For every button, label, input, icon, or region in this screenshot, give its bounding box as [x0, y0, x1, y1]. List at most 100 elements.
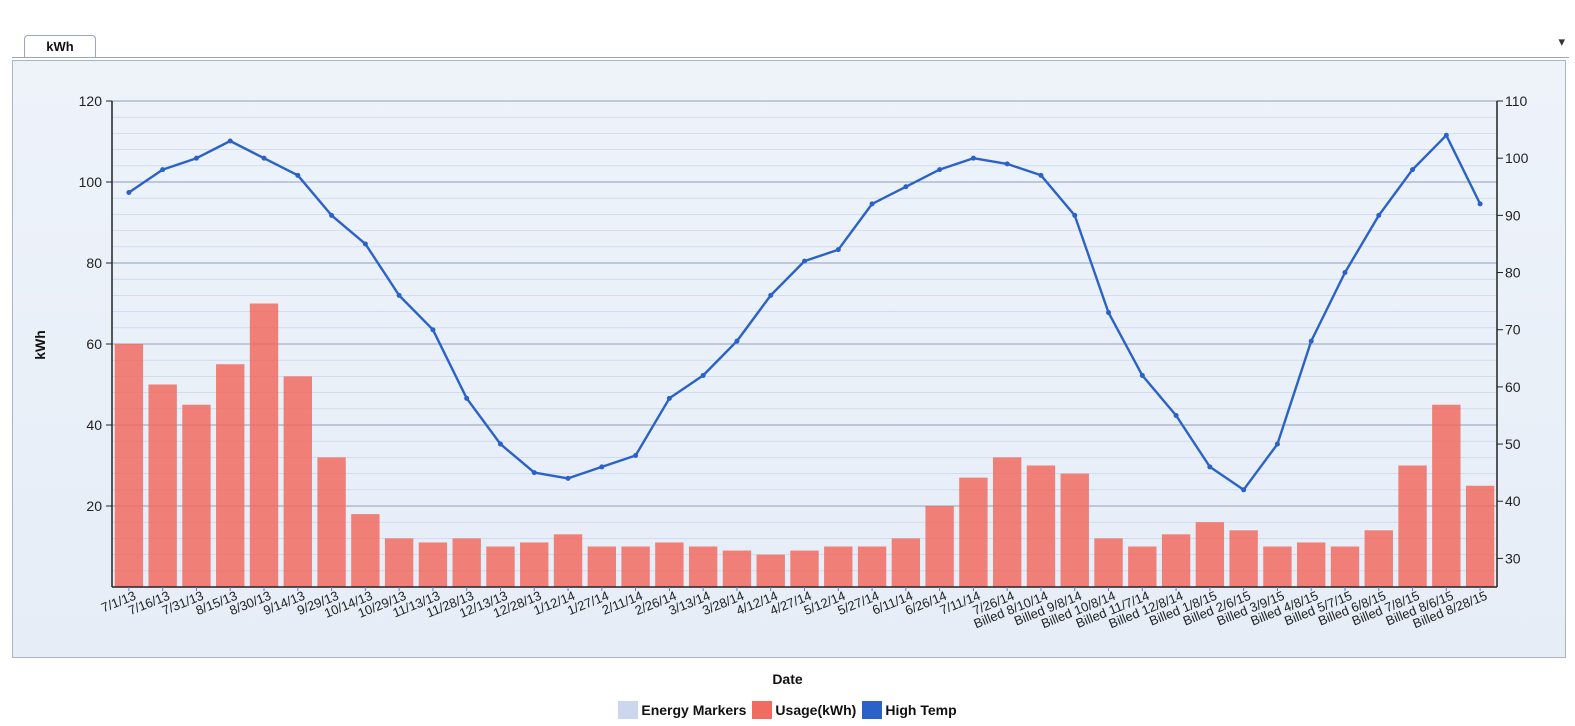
usage-bar — [317, 457, 346, 587]
tab-kwh[interactable]: kWh — [24, 35, 96, 58]
high-temp-point — [1477, 201, 1483, 207]
high-temp-point — [430, 327, 436, 333]
high-temp-point — [1342, 270, 1348, 276]
high-temp-point — [1038, 172, 1044, 178]
high-temp-point — [362, 241, 368, 247]
high-temp-point — [802, 258, 807, 264]
usage-bar — [520, 542, 549, 587]
high-temp-point — [903, 184, 909, 190]
usage-bar — [283, 376, 312, 587]
y-axis-label: kWh — [32, 330, 48, 360]
high-temp-point — [396, 292, 402, 298]
high-temp-point — [768, 292, 774, 298]
usage-bar — [722, 550, 752, 587]
y2-tick-label: 40 — [1505, 493, 1521, 509]
high-temp-point — [937, 167, 943, 173]
high-temp-point — [970, 155, 976, 161]
y2-tick-label: 90 — [1505, 207, 1521, 223]
usage-bar — [148, 384, 177, 587]
usage-bar — [1161, 534, 1191, 587]
y-tick-label: 40 — [86, 417, 102, 433]
high-temp-point — [1443, 132, 1449, 138]
legend-item-usage[interactable]: Usage(kWh) — [752, 701, 856, 719]
usage-bar — [959, 477, 988, 587]
high-temp-point — [633, 452, 639, 458]
usage-bar — [1195, 522, 1225, 587]
usage-bar — [1229, 530, 1258, 587]
usage-bar — [655, 542, 684, 587]
high-temp-point — [227, 138, 233, 144]
high-temp-point — [295, 172, 301, 178]
y2-tick-label: 110 — [1505, 93, 1528, 109]
chart: 20406080100120304050607080901001107/1/13… — [32, 93, 1529, 631]
legend-label: Energy Markers — [641, 702, 747, 718]
usage-bar — [1398, 465, 1427, 587]
usage-bar — [418, 542, 448, 587]
usage-bar — [1330, 546, 1360, 587]
high-temp-point — [1106, 310, 1112, 316]
usage-bar — [891, 538, 921, 587]
tab-divider — [12, 57, 1569, 58]
high-temp-point — [1004, 161, 1010, 167]
usage-bar — [553, 534, 583, 587]
usage-bar — [587, 546, 617, 587]
usage-bar — [216, 364, 245, 587]
usage-bar — [114, 344, 144, 587]
high-temp-point — [261, 155, 267, 161]
high-temp-line — [126, 132, 1483, 493]
usage-bar — [452, 538, 481, 587]
usage-bar — [925, 506, 954, 587]
high-temp-point — [666, 395, 672, 401]
high-temp-point — [1274, 441, 1280, 447]
usage-bar — [1465, 485, 1495, 587]
usage-bar — [688, 546, 718, 587]
y2-tick-label: 70 — [1505, 322, 1521, 338]
usage-bar — [486, 546, 515, 587]
legend-label: High Temp — [885, 702, 957, 718]
high-temp-point — [464, 395, 470, 401]
high-temp-point — [599, 464, 605, 470]
high-temp-point — [1173, 412, 1179, 418]
high-temp-point — [1241, 487, 1247, 493]
high-temp-point — [1308, 338, 1314, 344]
usage-bar — [1263, 546, 1292, 587]
high-temp-point — [193, 155, 199, 161]
high-temp-point — [835, 247, 841, 253]
y2-tick-label: 50 — [1505, 436, 1521, 452]
legend: Energy Markers Usage(kWh) High Temp — [0, 701, 1575, 719]
usage-bar — [351, 514, 380, 587]
high-temp-point — [1410, 167, 1416, 173]
legend-item-high-temp[interactable]: High Temp — [862, 701, 957, 719]
high-temp-point — [160, 167, 166, 173]
y-tick-label: 120 — [79, 93, 103, 109]
high-temp-point — [700, 372, 706, 378]
dropdown-menu-icon[interactable]: ▾ — [1558, 34, 1565, 49]
legend-item-energy-markers[interactable]: Energy Markers — [618, 701, 746, 719]
legend-label: Usage(kWh) — [775, 702, 857, 718]
usage-bar — [1060, 473, 1089, 587]
y2-tick-label: 30 — [1505, 550, 1521, 566]
y2-tick-label: 60 — [1505, 379, 1521, 395]
usage-bar — [756, 554, 785, 587]
legend-swatch — [618, 701, 639, 719]
usage-bar — [824, 546, 853, 587]
usage-bars — [114, 303, 1495, 587]
y-tick-label: 80 — [86, 255, 102, 271]
high-temp-point — [1376, 212, 1382, 218]
usage-bar — [1364, 530, 1393, 587]
y2-tick-label: 100 — [1505, 150, 1529, 166]
high-temp-point — [1139, 372, 1145, 378]
high-temp-point — [329, 212, 335, 218]
usage-bar — [1297, 542, 1326, 587]
high-temp-point — [1207, 464, 1213, 470]
high-temp-series-line — [128, 134, 1482, 491]
usage-bar — [621, 546, 650, 587]
legend-swatch — [862, 701, 883, 719]
usage-bar — [1026, 465, 1056, 587]
legend-swatch — [752, 701, 773, 719]
usage-bar — [857, 546, 887, 587]
y-tick-label: 20 — [86, 498, 102, 514]
y2-tick-label: 80 — [1505, 265, 1521, 281]
usage-bar — [1128, 546, 1157, 587]
high-temp-point — [126, 189, 132, 195]
